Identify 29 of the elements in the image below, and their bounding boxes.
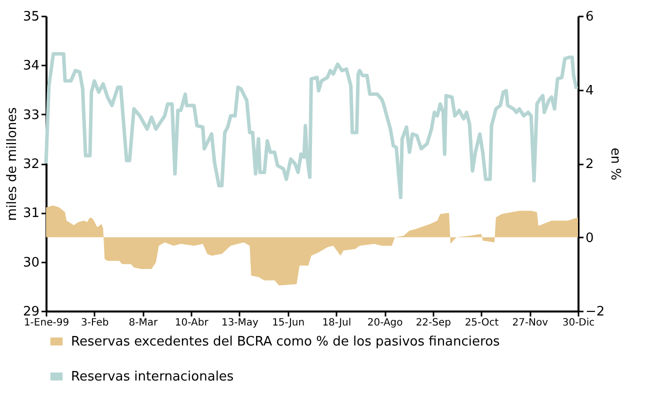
y2-tick-label: 6 <box>586 10 594 24</box>
x-tick-label: 10-Abr <box>174 318 210 328</box>
x-tick-label: 25-Oct <box>464 318 499 328</box>
y2-tick-label: 0 <box>586 230 594 246</box>
legend-label: Reservas internacionales <box>71 370 234 384</box>
x-tick-label: 20-Ago <box>367 318 403 328</box>
y2-tick-label: −2 <box>586 304 605 320</box>
y-tick-label: 33 <box>22 108 40 123</box>
legend-label: Reservas excedentes del BCRA como % de los pasivos financieros <box>71 334 500 350</box>
x-tick-label: 8-Mar <box>128 318 159 328</box>
y-tick-label: 35 <box>22 10 40 24</box>
y2-tick-label: 2 <box>586 157 594 172</box>
x-tick-label: 3-Feb <box>81 318 109 328</box>
x-tick-label: 1-Ene-99 <box>24 318 70 328</box>
y-tick-label: 29 <box>22 304 40 320</box>
x-tick-label: 18-Jul <box>322 318 352 328</box>
y-tick-label: 31 <box>22 206 40 222</box>
y2-axis-title: en % <box>608 148 623 180</box>
x-tick-label: 30-Dic <box>562 318 595 328</box>
y-tick-label: 34 <box>22 58 40 74</box>
line-series <box>44 52 578 200</box>
x-tick-label: 15-Jun <box>272 318 305 328</box>
y-tick-label: 32 <box>22 157 40 172</box>
y-axis-title: miles de millones <box>4 106 20 221</box>
y2-tick-label: 4 <box>586 83 594 98</box>
x-tick-label: 27-Nov <box>512 318 548 328</box>
x-tick-label: 13-May <box>221 318 259 328</box>
x-tick-label: 22-Sep <box>416 318 452 328</box>
y-tick-label: 30 <box>22 255 40 270</box>
